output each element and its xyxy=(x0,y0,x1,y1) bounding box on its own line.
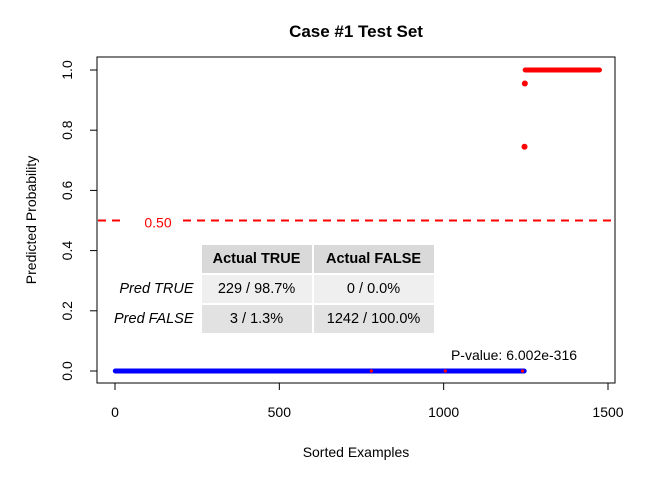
y-axis-label: Predicted Probability xyxy=(23,156,39,284)
x-tick-label: 0 xyxy=(111,404,119,420)
misclassified-point xyxy=(443,369,447,373)
table-row: Pred TRUE 229 / 98.7% 0 / 0.0% xyxy=(108,273,434,304)
cell-pred-false-actual-true: 3 / 1.3% xyxy=(199,303,313,333)
row-label-pred-false: Pred FALSE xyxy=(114,310,194,327)
y-tick-label: 0.4 xyxy=(59,241,75,261)
data-point xyxy=(521,80,528,87)
col-header-actual-true: Actual TRUE xyxy=(199,245,313,274)
x-tick-label: 500 xyxy=(268,404,292,420)
y-tick-label: 0.8 xyxy=(59,120,75,140)
x-tick-label: 1500 xyxy=(592,404,623,420)
chart-title: Case #1 Test Set xyxy=(289,22,423,41)
threshold-label: 0.50 xyxy=(144,215,171,231)
misclassified-point xyxy=(369,369,373,373)
misclassified-point xyxy=(520,369,525,373)
cell-pred-true-actual-false: 0 / 0.0% xyxy=(311,273,434,304)
data-points xyxy=(112,67,602,374)
col-header-actual-false: Actual FALSE xyxy=(311,245,434,274)
y-tick-label: 0.0 xyxy=(59,361,75,381)
data-point xyxy=(521,143,528,150)
table-row: Pred FALSE 3 / 1.3% 1242 / 100.0% xyxy=(108,303,434,333)
x-axis: 0 500 1000 1500 xyxy=(111,382,624,420)
x-axis-label: Sorted Examples xyxy=(303,444,410,460)
y-tick-label: 0.6 xyxy=(59,180,75,200)
cell-pred-false-actual-false: 1242 / 100.0% xyxy=(311,303,434,333)
y-tick-label: 0.2 xyxy=(59,301,75,321)
cell-pred-true-actual-true: 229 / 98.7% xyxy=(199,273,313,304)
row-label-pred-true: Pred TRUE xyxy=(119,281,194,297)
pvalue-annotation: P-value: 6.002e-316 xyxy=(451,347,577,363)
y-tick-label: 1.0 xyxy=(59,60,75,80)
confusion-header-row: Actual TRUE Actual FALSE xyxy=(108,245,434,274)
x-tick-label: 1000 xyxy=(428,404,459,420)
confusion-table: Actual TRUE Actual FALSE Pred TRUE 229 /… xyxy=(108,245,434,333)
y-axis: 0.0 0.2 0.4 0.6 0.8 1.0 xyxy=(59,60,98,381)
table-corner xyxy=(108,245,201,274)
